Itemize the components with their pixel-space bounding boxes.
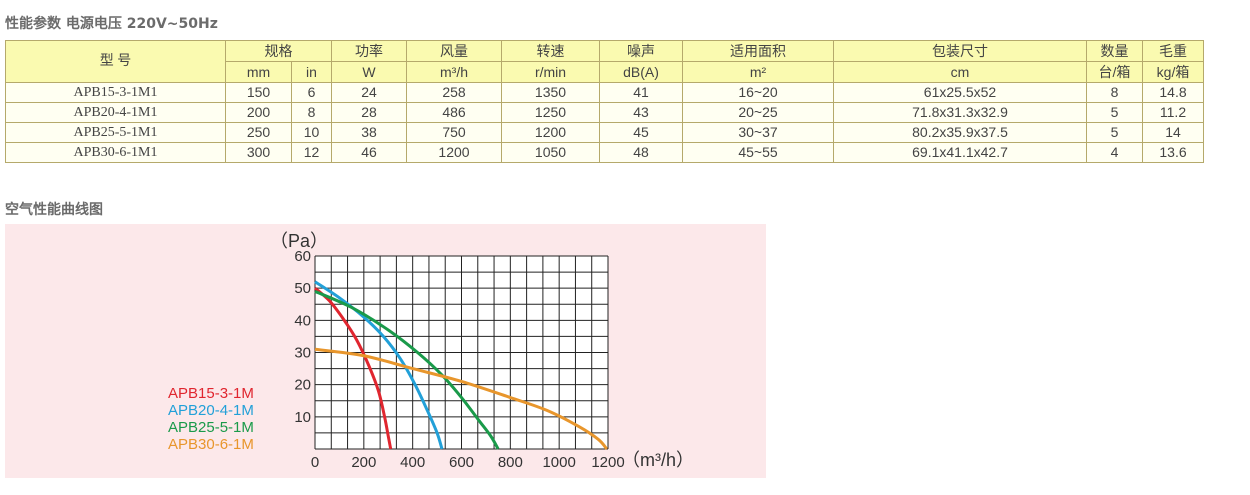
- curve-title: 空气性能曲线图: [5, 202, 103, 218]
- table-cell: 8: [291, 102, 332, 123]
- y-axis-label: （Pa）: [270, 231, 328, 251]
- table-cell: 14.8: [1142, 82, 1204, 103]
- x-tick-label: 600: [449, 454, 474, 471]
- model-cell: APB15-3-1M1: [5, 82, 226, 103]
- table-cell: 20~25: [682, 102, 834, 123]
- table-cell: 41: [599, 82, 683, 103]
- table-cell: 71.8x31.3x32.9: [833, 102, 1087, 123]
- specs-table: 型 号 规格 功率 风量 转速 噪声 适用面积 包装尺寸 数量 毛重 mm in…: [5, 40, 1204, 163]
- table-cell: 46: [331, 142, 407, 163]
- header-area: 适用面积: [682, 40, 834, 62]
- table-cell: 5: [1086, 102, 1143, 123]
- unit-mm: mm: [225, 61, 292, 83]
- table-cell: 6: [291, 82, 332, 103]
- series-line: [314, 280, 444, 450]
- y-tick-label: 60: [294, 248, 311, 265]
- model-cell: APB30-6-1M1: [5, 142, 226, 163]
- header-row: 型 号 规格 功率 风量 转速 噪声 适用面积 包装尺寸 数量 毛重: [5, 40, 1204, 83]
- header-noise: 噪声: [599, 40, 683, 62]
- table-cell: 150: [225, 82, 292, 103]
- y-tick-label: 40: [294, 312, 311, 329]
- unit-power: W: [331, 61, 407, 83]
- unit-package: cm: [833, 61, 1087, 83]
- table-cell: 80.2x35.9x37.5: [833, 122, 1087, 143]
- table-cell: 69.1x41.1x42.7: [833, 142, 1087, 163]
- table-cell: 4: [1086, 142, 1143, 163]
- y-tick-label: 50: [294, 280, 311, 297]
- table-row: APB15-3-1M1 150 6 24 258 1350 41 16~20 61x25.5x5…: [5, 82, 1204, 103]
- table-cell: 30~37: [682, 122, 834, 143]
- model-header: 型 号: [5, 40, 226, 83]
- table-cell: 14: [1142, 122, 1204, 143]
- table-cell: 13.6: [1142, 142, 1204, 163]
- table-cell: 1250: [501, 102, 600, 123]
- header-package: 包装尺寸: [833, 40, 1087, 62]
- x-tick-label: 800: [498, 454, 523, 471]
- header-airflow: 风量: [406, 40, 502, 62]
- unit-quantity: 台/箱: [1086, 61, 1143, 83]
- table-cell: 45: [599, 122, 683, 143]
- y-tick-label: 30: [294, 345, 311, 362]
- header-power: 功率: [331, 40, 407, 62]
- unit-airflow: m³/h: [406, 61, 502, 83]
- unit-area: m²: [682, 61, 834, 83]
- table-cell: 258: [406, 82, 502, 103]
- header-speed: 转速: [501, 40, 600, 62]
- unit-row: mm in W m³/h r/min dB(A) m² cm 台/箱 kg/箱: [6, 61, 1204, 83]
- y-tick-label: 10: [294, 409, 311, 426]
- x-tick-label: 1200: [591, 454, 624, 471]
- header-size: 规格: [225, 40, 332, 62]
- table-cell: 1200: [406, 142, 502, 163]
- table-row: APB25-5-1M1 250 10 38 750 1200 45 30~37 80.2x35.…: [5, 122, 1204, 143]
- table-cell: 1350: [501, 82, 600, 103]
- table-cell: 11.2: [1142, 102, 1204, 123]
- table-cell: 300: [225, 142, 292, 163]
- model-cell: APB20-4-1M1: [5, 102, 226, 123]
- x-tick-label: 0: [311, 454, 319, 471]
- table-cell: 24: [331, 82, 407, 103]
- table-cell: 5: [1086, 122, 1143, 143]
- x-tick-label: 1000: [542, 454, 575, 471]
- table-cell: 250: [225, 122, 292, 143]
- table-cell: 486: [406, 102, 502, 123]
- table-cell: 43: [599, 102, 683, 123]
- table-cell: 16~20: [682, 82, 834, 103]
- model-cell: APB25-5-1M1: [5, 122, 226, 143]
- header-weight: 毛重: [1142, 40, 1204, 62]
- legend-entry: APB25-5-1M: [168, 419, 254, 436]
- unit-weight: kg/箱: [1142, 61, 1204, 83]
- unit-speed: r/min: [501, 61, 600, 83]
- table-row: APB30-6-1M1 300 12 46 1200 1050 48 45~55 69.1x41…: [5, 142, 1204, 163]
- table-cell: 200: [225, 102, 292, 123]
- x-tick-label: 200: [351, 454, 376, 471]
- legend-entry: APB20-4-1M: [168, 402, 254, 419]
- legend-entry: APB30-6-1M: [168, 436, 254, 453]
- x-axis-label: （m³/h）: [622, 450, 694, 470]
- table-cell: 38: [331, 122, 407, 143]
- x-tick-label: 400: [400, 454, 425, 471]
- table-cell: 1050: [501, 142, 600, 163]
- table-cell: 1200: [501, 122, 600, 143]
- series-line: [314, 347, 608, 450]
- specs-title: 性能参数 电源电压 220V~50Hz: [5, 16, 218, 32]
- legend-entry: APB15-3-1M: [168, 385, 254, 402]
- performance-chart: 10 20 30 40 50 60 0 200 400 600 800 1000 1200 （Pa） （m³…: [5, 224, 766, 478]
- table-cell: 10: [291, 122, 332, 143]
- table-cell: 750: [406, 122, 502, 143]
- unit-noise: dB(A): [599, 61, 683, 83]
- table-cell: 28: [331, 102, 407, 123]
- table-row: APB20-4-1M1 200 8 28 486 1250 43 20~25 71.8x31.3…: [5, 102, 1204, 123]
- table-cell: 61x25.5x52: [833, 82, 1087, 103]
- table-cell: 12: [291, 142, 332, 163]
- series-line: [314, 287, 393, 450]
- table-cell: 8: [1086, 82, 1143, 103]
- table-cell: 48: [599, 142, 683, 163]
- table-cell: 45~55: [682, 142, 834, 163]
- header-quantity: 数量: [1086, 40, 1143, 62]
- unit-in: in: [291, 61, 332, 83]
- y-tick-label: 20: [294, 377, 311, 394]
